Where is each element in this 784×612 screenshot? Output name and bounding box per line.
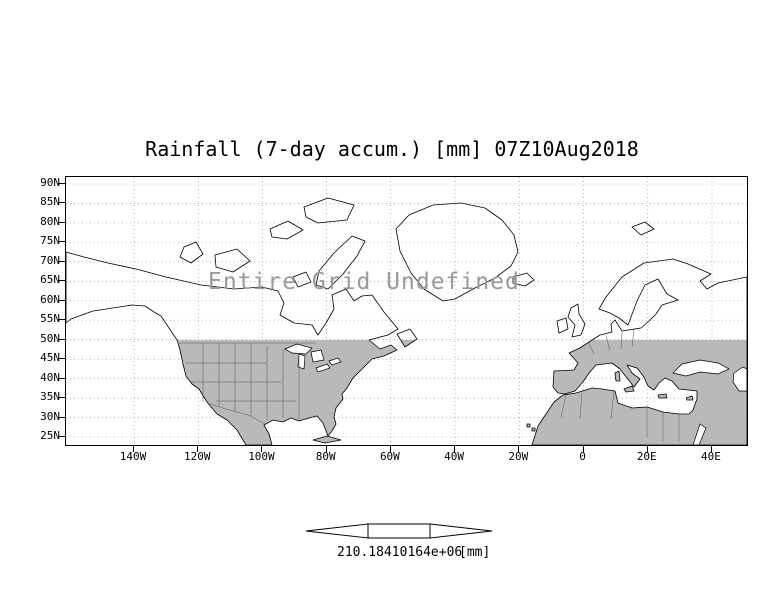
axis-tick bbox=[58, 378, 65, 379]
world-map bbox=[66, 177, 747, 445]
lon-label: 60W bbox=[379, 450, 400, 463]
colorbar-mid-box bbox=[367, 523, 431, 539]
axis-tick bbox=[58, 417, 65, 418]
colorbar-right-arrow bbox=[429, 523, 493, 539]
lat-label: 80N bbox=[40, 214, 60, 228]
axis-tick bbox=[58, 436, 65, 437]
axis-tick bbox=[711, 446, 712, 452]
axis-tick bbox=[58, 319, 65, 320]
axis-tick bbox=[58, 397, 65, 398]
axis-tick bbox=[58, 339, 65, 340]
lon-label: 20W bbox=[508, 450, 529, 463]
lon-label: 40W bbox=[444, 450, 465, 463]
plot-title: Rainfall (7-day accum.) [mm] 07Z10Aug201… bbox=[145, 137, 639, 161]
colorbar-left-arrow bbox=[305, 523, 369, 539]
axis-tick bbox=[133, 446, 134, 452]
lat-label: 60N bbox=[40, 292, 60, 306]
lat-label: 50N bbox=[40, 331, 60, 345]
grid-lines bbox=[66, 177, 747, 445]
axis-tick bbox=[58, 202, 65, 203]
axis-tick bbox=[58, 280, 65, 281]
lat-label: 35N bbox=[40, 390, 60, 404]
axis-tick bbox=[58, 222, 65, 223]
map-frame: Entire Grid Undefined bbox=[65, 176, 748, 446]
lon-label: 20E bbox=[636, 450, 657, 463]
lon-label: 100W bbox=[248, 450, 275, 463]
lat-label: 55N bbox=[40, 312, 60, 326]
lat-label: 70N bbox=[40, 253, 60, 267]
undefined-grid-message: Entire Grid Undefined bbox=[208, 269, 520, 295]
axis-tick bbox=[58, 241, 65, 242]
lon-label: 40E bbox=[701, 450, 721, 463]
lat-label: 90N bbox=[40, 176, 60, 189]
lat-label: 30N bbox=[40, 409, 60, 423]
lon-label: 140W bbox=[119, 450, 147, 463]
lon-label: 80W bbox=[315, 450, 336, 463]
axis-tick bbox=[390, 446, 391, 452]
lakes-and-seas bbox=[284, 343, 747, 445]
lon-label: 120W bbox=[183, 450, 211, 463]
colorbar bbox=[305, 523, 493, 539]
political-boundaries bbox=[179, 328, 680, 441]
axis-tick bbox=[454, 446, 455, 452]
lat-label: 45N bbox=[40, 351, 60, 365]
axis-tick bbox=[58, 300, 65, 301]
axis-tick bbox=[58, 261, 65, 262]
axis-tick bbox=[261, 446, 262, 452]
lat-label: 25N bbox=[40, 428, 60, 442]
lon-label: 0 bbox=[579, 450, 586, 463]
colorbar-value-label: 210.18410164e+06 bbox=[337, 545, 463, 560]
lat-label: 65N bbox=[40, 273, 60, 287]
shaded-land-region bbox=[66, 340, 747, 445]
lat-label: 85N bbox=[40, 195, 60, 209]
axis-tick bbox=[197, 446, 198, 452]
axis-tick bbox=[647, 446, 648, 452]
axis-tick bbox=[58, 183, 65, 184]
axis-tick bbox=[58, 358, 65, 359]
colorbar-unit-label: [mm] bbox=[459, 545, 491, 560]
lat-label: 40N bbox=[40, 370, 60, 384]
axis-tick bbox=[518, 446, 519, 452]
lat-label: 75N bbox=[40, 234, 60, 248]
axis-tick bbox=[326, 446, 327, 452]
axis-tick bbox=[583, 446, 584, 452]
